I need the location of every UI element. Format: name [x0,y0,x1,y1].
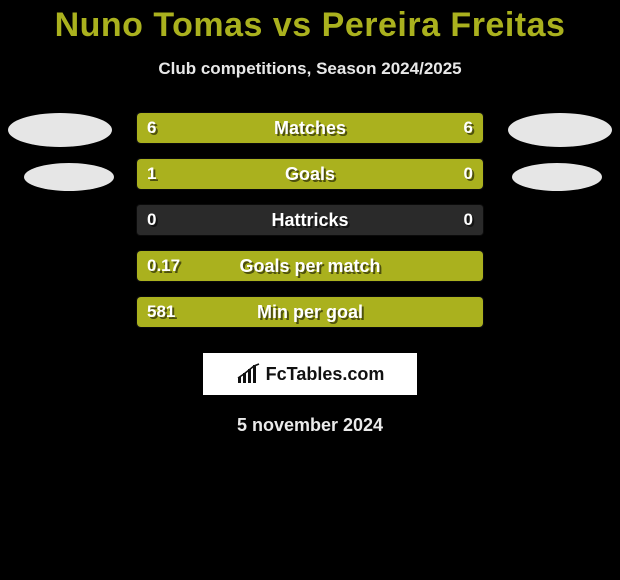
bar-track: 0.17 Goals per match [136,250,484,282]
bar-track: 0 0 Hattricks [136,204,484,236]
stat-row: 0 0 Hattricks [0,197,620,243]
stat-row: 1 0 Goals [0,151,620,197]
bars-icon [236,363,262,385]
metric-label: Matches [137,113,483,143]
player1-name: Nuno Tomas [55,6,263,44]
metric-label: Hattricks [137,205,483,235]
metric-label: Goals per match [137,251,483,281]
date-text: 5 november 2024 [0,415,620,436]
metric-label: Min per goal [137,297,483,327]
attribution-suffix: Tables.com [287,364,385,384]
page-title: Nuno Tomas vs Pereira Freitas [0,0,620,45]
stat-row: 0.17 Goals per match [0,243,620,289]
subtitle: Club competitions, Season 2024/2025 [0,59,620,79]
attribution-badge: FcTables.com [203,353,417,395]
bar-track: 6 6 Matches [136,112,484,144]
stats-rows: 6 6 Matches 1 0 Goals 0 0 Hattricks [0,105,620,335]
metric-label: Goals [137,159,483,189]
bar-track: 581 Min per goal [136,296,484,328]
stat-row: 581 Min per goal [0,289,620,335]
vs-text: vs [273,6,312,44]
bar-track: 1 0 Goals [136,158,484,190]
attribution-inner: FcTables.com [236,363,385,385]
attribution-text: FcTables.com [266,364,385,385]
comparison-card: Nuno Tomas vs Pereira Freitas Club compe… [0,0,620,580]
stat-row: 6 6 Matches [0,105,620,151]
attribution-prefix: Fc [266,364,287,384]
player2-name: Pereira Freitas [322,6,566,44]
